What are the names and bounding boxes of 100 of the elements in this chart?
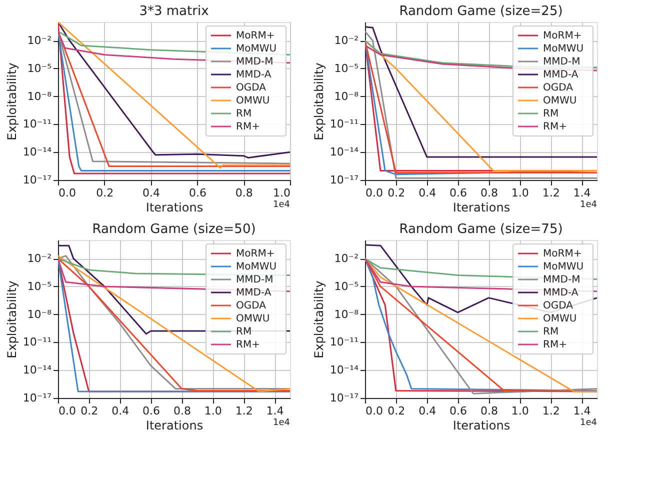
legend-label: OGDA (543, 82, 574, 94)
x-tick-label: 1.4 (573, 186, 591, 200)
legend-label: OMWU (543, 314, 577, 324)
legend-label: MMD-M (543, 274, 580, 286)
legend-label: RM (236, 108, 252, 120)
x-tick-label: 1.0 (511, 186, 529, 200)
x-tick-label: 0.6 (142, 404, 160, 418)
y-tick-label: 10⁻¹⁴ (330, 146, 360, 159)
chart-title: Random Game (size=25) (399, 4, 563, 19)
x-tick-label: 0.4 (112, 404, 130, 418)
legend-label: RM (543, 108, 559, 120)
y-tick-label: 10⁻² (334, 252, 358, 266)
y-tick-label: 10⁻¹⁷ (22, 392, 52, 404)
x-tick-label: 0.2 (80, 404, 98, 418)
y-tick-label: 10⁻⁵ (334, 280, 358, 293)
y-tick-label: 10⁻¹⁷ (330, 392, 358, 404)
x-tick-label: 1.4 (573, 404, 591, 418)
y-axis-title: Exploitability (312, 280, 326, 358)
legend-label: MMD-M (236, 56, 274, 68)
chart-title: Random Game (size=75) (399, 222, 563, 237)
y-tick-label: 10⁻¹¹ (22, 118, 52, 131)
x-tick-label: 0.4 (418, 404, 436, 418)
y-tick-label: 10⁻¹¹ (22, 336, 52, 349)
text: 1e4 (580, 418, 598, 428)
legend-label: OGDA (236, 300, 266, 312)
x-tick-label: 1.2 (542, 404, 560, 418)
y-tick-label: 10⁻² (334, 34, 358, 48)
y-tick-label: 10⁻¹¹ (330, 118, 358, 131)
x-axis-title: Iterations (452, 200, 510, 214)
legend-label: RM+ (236, 122, 260, 132)
y-tick-label: 10⁻⁸ (27, 90, 52, 103)
x-tick-label: 0.4 (418, 186, 436, 200)
text: 1e4 (273, 418, 290, 428)
y-tick-label: 10⁻² (27, 252, 52, 266)
legend-label: RM+ (543, 340, 567, 350)
y-tick-label: 10⁻⁸ (334, 308, 360, 321)
x-tick-label: 0.0 (58, 186, 76, 200)
legend-label: OMWU (236, 96, 270, 106)
y-tick-label: 10⁻⁵ (27, 62, 52, 75)
x-tick-label: 1.2 (235, 404, 253, 418)
x-tick-label: 1.0 (511, 404, 529, 418)
x-axis-title: Iterations (146, 418, 204, 432)
x-axis-title: Iterations (146, 200, 204, 214)
legend-label: MMD-A (236, 288, 272, 298)
legend-label: OGDA (543, 300, 574, 312)
x-tick-label: 0.4 (142, 186, 160, 200)
y-tick-label: 10⁻¹⁴ (22, 146, 52, 159)
text: 1e4 (273, 200, 290, 210)
y-tick-label: 10⁻¹⁴ (22, 364, 52, 377)
legend-label: MoRM+ (543, 30, 582, 42)
legend-label: RM (543, 326, 559, 338)
x-tick-label: 1.2 (542, 186, 560, 200)
x-tick-label: 0.8 (480, 404, 498, 418)
x-tick-label: 0.8 (235, 186, 253, 200)
x-tick-label: 1.4 (266, 404, 284, 418)
chart-title: 3*3 matrix (139, 4, 210, 19)
x-tick-label: 0.0 (58, 404, 76, 418)
y-tick-label: 10⁻¹⁴ (330, 364, 360, 377)
x-tick-label: 0.2 (388, 186, 406, 200)
y-tick-label: 10⁻¹⁷ (22, 174, 52, 186)
x-tick-label: 0.2 (388, 404, 406, 418)
legend-label: MoMWU (236, 262, 277, 272)
x-tick-label: 1.0 (273, 186, 290, 200)
y-tick-label: 10⁻⁵ (27, 280, 52, 293)
y-tick-label: 10⁻¹¹ (330, 336, 358, 349)
legend-label: MoMWU (236, 44, 277, 54)
legend-label: OGDA (236, 82, 266, 94)
x-tick-label: 0.0 (366, 186, 383, 200)
legend-label: MoRM+ (236, 30, 275, 42)
legend-label: MoMWU (543, 44, 584, 54)
y-tick-label: 10⁻⁸ (334, 90, 360, 103)
legend-label: OMWU (236, 314, 270, 324)
x-tick-label: 1.0 (204, 404, 222, 418)
legend-label: MoRM+ (236, 248, 275, 260)
x-tick-label: 0.2 (96, 186, 114, 200)
y-axis-title: Exploitability (312, 62, 326, 140)
y-tick-label: 10⁻² (27, 34, 52, 48)
legend-label: MoRM+ (543, 248, 582, 260)
legend-label: MMD-A (543, 70, 578, 80)
legend-label: RM (236, 326, 252, 338)
x-tick-label: 0.6 (450, 186, 468, 200)
legend-label: MoMWU (543, 262, 584, 272)
legend-label: RM+ (543, 122, 567, 132)
x-tick-label: 0.8 (173, 404, 191, 418)
x-tick-label: 0.8 (480, 186, 498, 200)
legend-label: RM+ (236, 340, 260, 350)
y-axis-title: Exploitability (4, 280, 19, 358)
legend-label: MMD-A (543, 288, 578, 298)
legend-label: MMD-A (236, 70, 272, 80)
legend-label: MMD-M (543, 56, 580, 68)
x-tick-label: 0.0 (366, 404, 383, 418)
x-axis-title: Iterations (452, 418, 510, 432)
legend-label: OMWU (543, 96, 577, 106)
y-tick-label: 10⁻¹⁷ (330, 174, 358, 186)
text: 1e4 (580, 200, 598, 210)
x-tick-label: 0.6 (450, 404, 468, 418)
y-axis-title: Exploitability (4, 62, 19, 140)
legend-label: MMD-M (236, 274, 274, 286)
x-tick-label: 0.6 (188, 186, 206, 200)
chart-title: Random Game (size=50) (92, 222, 256, 237)
